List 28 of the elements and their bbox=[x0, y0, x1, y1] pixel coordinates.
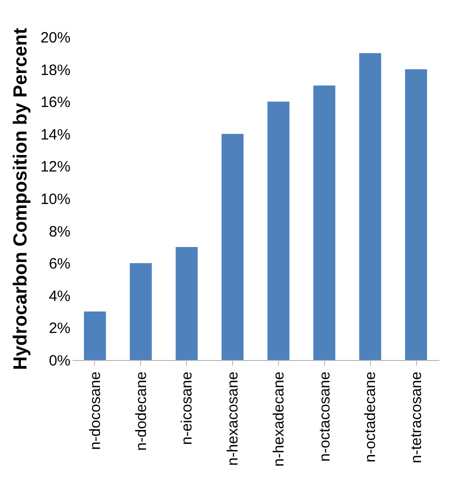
bar bbox=[359, 53, 382, 360]
bar bbox=[84, 312, 106, 360]
x-tick-label: n-hexacosane bbox=[224, 372, 242, 466]
bar bbox=[313, 85, 336, 360]
y-tick-label: 0% bbox=[48, 352, 70, 370]
x-tick-label: n-docosane bbox=[86, 372, 104, 450]
bar bbox=[222, 134, 244, 360]
x-tick-label: n-dodecane bbox=[132, 372, 150, 451]
y-tick-label: 8% bbox=[48, 223, 70, 240]
y-tick-label: 10% bbox=[40, 191, 70, 208]
x-tick-label: n-octacosane bbox=[316, 372, 334, 462]
y-tick-label: 20% bbox=[40, 30, 70, 46]
x-tick-label: n-octadecane bbox=[362, 372, 380, 462]
y-tick-label: 6% bbox=[48, 256, 70, 273]
bar bbox=[176, 246, 198, 360]
x-tick-label: n-tetracosane bbox=[408, 372, 426, 464]
y-axis-title: Hydrocarbon Composition by Percent bbox=[10, 27, 32, 370]
y-tick-label: 14% bbox=[40, 126, 70, 144]
bar bbox=[267, 102, 290, 360]
bar bbox=[405, 69, 428, 360]
y-tick-label: 18% bbox=[40, 62, 70, 79]
y-tick-label: 2% bbox=[48, 320, 70, 338]
y-tick-label: 12% bbox=[40, 158, 70, 176]
x-tick-label: n-hexadecane bbox=[270, 372, 288, 467]
x-tick-label: n-eicosane bbox=[178, 372, 196, 445]
bar bbox=[130, 263, 152, 360]
y-tick-label: 4% bbox=[48, 288, 70, 305]
y-tick-label: 16% bbox=[40, 94, 70, 112]
